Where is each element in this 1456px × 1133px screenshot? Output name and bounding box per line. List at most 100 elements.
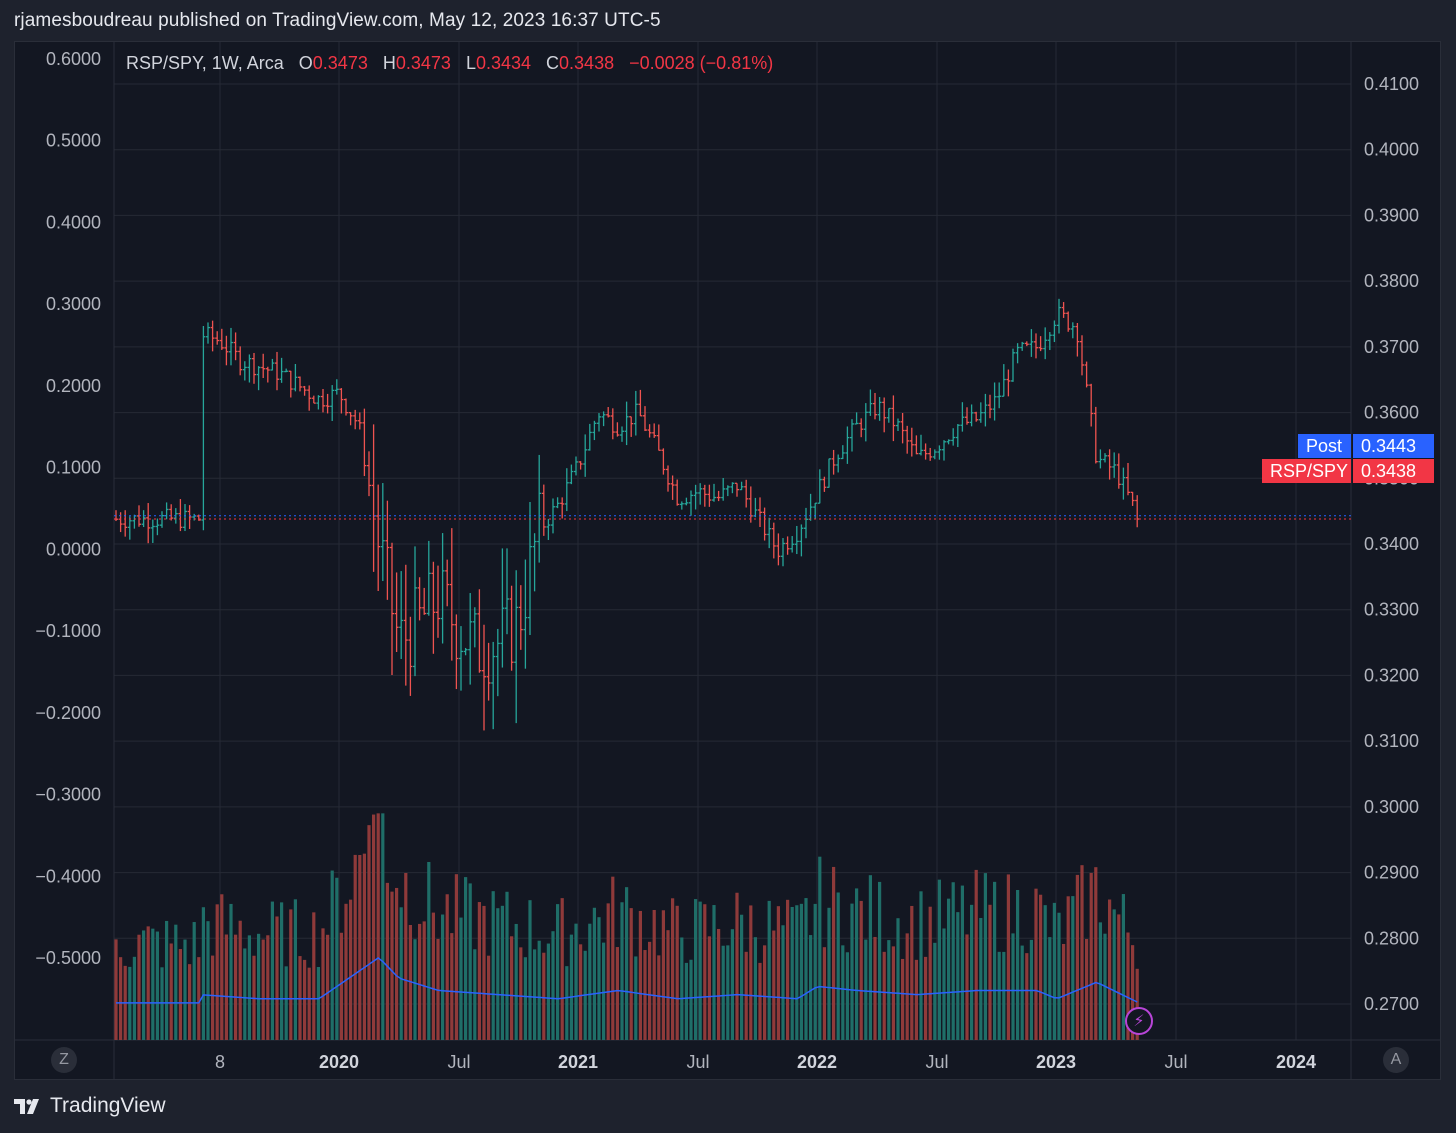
- volume-bar: [625, 887, 629, 1040]
- volume-bar: [703, 904, 707, 1040]
- x-axis-tick-label: 2023: [1036, 1052, 1076, 1072]
- volume-bar: [560, 898, 564, 1040]
- post-label: Post: [1306, 435, 1343, 456]
- volume-bar: [588, 923, 592, 1040]
- volume-bar: [160, 967, 164, 1040]
- volume-bar: [1075, 874, 1079, 1040]
- volume-bar: [648, 941, 652, 1040]
- volume-bar: [1117, 914, 1121, 1040]
- legend-close-value: 0.3438: [559, 53, 615, 73]
- volume-bar: [1016, 889, 1020, 1040]
- right-axis-tick-label: 0.3600: [1364, 403, 1419, 423]
- volume-bar: [749, 905, 753, 1040]
- volume-bar: [671, 898, 675, 1040]
- legend-symbol[interactable]: RSP/SPY, 1W, Arca: [126, 53, 284, 73]
- volume-bar: [956, 912, 960, 1040]
- volume-bar: [712, 905, 716, 1040]
- right-axis-tick-label: 0.3800: [1364, 271, 1419, 291]
- volume-bar: [335, 877, 339, 1040]
- volume-bar: [804, 898, 808, 1040]
- volume-bar: [482, 905, 486, 1040]
- legend-low-value: 0.3434: [475, 53, 532, 73]
- volume-bar: [353, 854, 357, 1040]
- left-axis-tick-label: −0.2000: [35, 703, 101, 723]
- volume-bar: [519, 947, 523, 1040]
- volume-bar: [211, 955, 215, 1040]
- volume-bar: [574, 923, 578, 1040]
- volume-bar: [358, 855, 362, 1040]
- volume-bar: [257, 933, 261, 1040]
- chart-frame[interactable]: [14, 41, 1441, 1080]
- volume-bar: [799, 903, 803, 1040]
- volume-bar: [997, 951, 1001, 1040]
- volume-bar: [247, 935, 251, 1040]
- volume-bar: [845, 952, 849, 1040]
- volume-bar: [413, 939, 417, 1040]
- volume-bar: [855, 888, 859, 1040]
- legend-change: −0.0028 (−0.81%): [629, 53, 774, 73]
- volume-bar: [243, 948, 247, 1040]
- volume-bar: [169, 943, 173, 1040]
- volume-bar: [473, 949, 477, 1040]
- volume-bar: [270, 901, 274, 1040]
- volume-bar: [795, 905, 799, 1040]
- symbol-label: RSP/SPY: [1270, 460, 1349, 481]
- volume-bar: [542, 952, 546, 1040]
- zoom-scale-button[interactable]: Z: [51, 1047, 77, 1073]
- volume-bar: [606, 903, 610, 1040]
- volume-bar: [399, 907, 403, 1040]
- volume-bar: [523, 957, 527, 1040]
- volume-bar: [201, 907, 205, 1040]
- volume-bar: [730, 929, 734, 1040]
- volume-bar: [418, 923, 422, 1040]
- volume-bar: [183, 939, 187, 1040]
- x-axis-tick-label: 8: [215, 1052, 225, 1072]
- volume-bar: [1121, 894, 1125, 1040]
- volume-bar: [643, 950, 647, 1040]
- volume-bar: [293, 899, 297, 1040]
- auto-scale-button[interactable]: A: [1383, 1047, 1409, 1073]
- volume-bar: [280, 902, 284, 1040]
- published-text: published on TradingView.com, May 12, 20…: [158, 10, 661, 31]
- left-axis-tick-label: 0.4000: [46, 212, 101, 232]
- volume-bar: [1062, 943, 1066, 1040]
- volume-bar: [284, 966, 288, 1040]
- volume-bar: [772, 930, 776, 1040]
- post-value-tag: 0.3443: [1353, 434, 1434, 458]
- volume-bar: [721, 945, 725, 1040]
- x-axis-tick-label: 2021: [558, 1052, 598, 1072]
- tradingview-logo[interactable]: TradingView: [14, 1094, 166, 1118]
- volume-bar: [979, 917, 983, 1040]
- volume-bar: [1052, 902, 1056, 1040]
- volume-bar: [1034, 888, 1038, 1040]
- volume-bar: [928, 906, 932, 1040]
- lightning-icon[interactable]: ⚡: [1125, 1007, 1153, 1035]
- left-axis-tick-label: 0.2000: [46, 376, 101, 396]
- volume-bar: [878, 881, 882, 1040]
- volume-bar: [809, 935, 813, 1040]
- volume-bar: [491, 891, 495, 1040]
- chart-legend: RSP/SPY, 1W, Arca O0.3473 H0.3473 L0.343…: [126, 53, 773, 74]
- volume-bar: [965, 934, 969, 1040]
- brand-name: TradingView: [50, 1094, 166, 1117]
- volume-bar: [882, 951, 886, 1040]
- volume-bar: [597, 917, 601, 1040]
- volume-bar: [266, 935, 270, 1040]
- volume-bar: [970, 904, 974, 1040]
- volume-bar: [261, 939, 265, 1040]
- volume-bar: [510, 936, 514, 1040]
- zoom-scale-label: Z: [59, 1051, 69, 1068]
- volume-bar: [569, 934, 573, 1040]
- left-axis-tick-label: 0.0000: [46, 539, 101, 559]
- volume-bar: [450, 933, 454, 1040]
- volume-bar: [1002, 951, 1006, 1040]
- author-name[interactable]: rjamesboudreau: [14, 10, 153, 31]
- volume-bar: [533, 949, 537, 1040]
- volume-bar: [698, 901, 702, 1040]
- volume-bar: [1135, 968, 1139, 1040]
- volume-bar: [505, 891, 509, 1040]
- volume-bar: [339, 932, 343, 1040]
- volume-bar: [933, 942, 937, 1040]
- volume-bar: [901, 958, 905, 1040]
